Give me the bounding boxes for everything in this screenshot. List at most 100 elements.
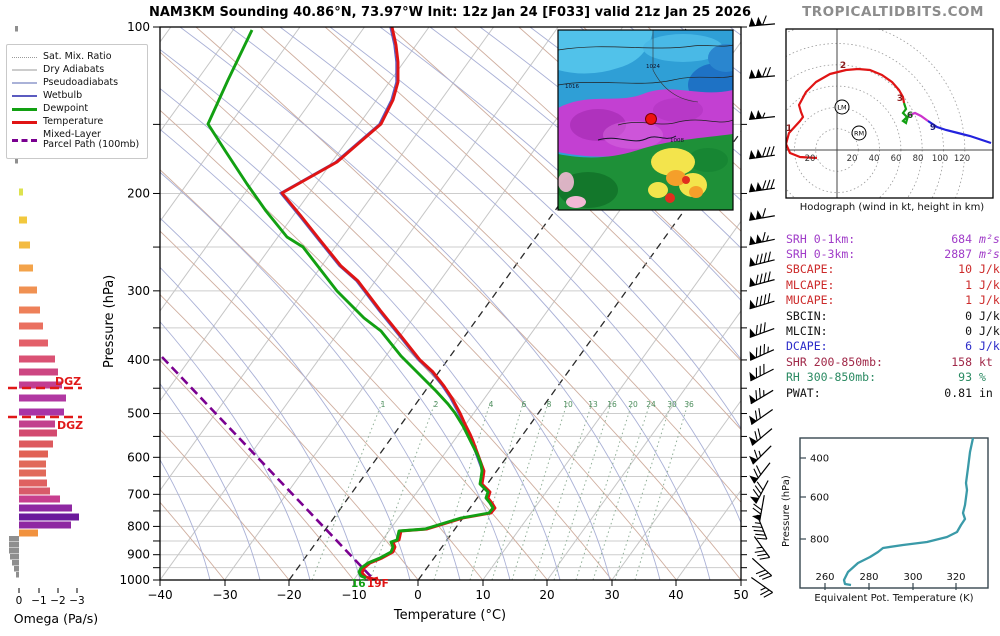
index-unit: %	[979, 370, 986, 385]
wind-barb-half	[762, 112, 766, 119]
brand-logo: TROPICALTIDBITS.COM	[802, 4, 984, 20]
index-unit: J/kg	[979, 324, 1000, 339]
wind-barb-half	[754, 522, 761, 525]
isotherm-line	[160, 27, 495, 492]
wind-barb-full	[755, 569, 766, 575]
wind-barb	[749, 146, 775, 160]
map-blue-patch	[708, 44, 733, 72]
pressure-tick-label: 1000	[119, 573, 150, 587]
pseudoadiabat-line	[429, 27, 741, 302]
storm-motion-marker-circle	[851, 125, 867, 141]
legend-swatch-dotted	[12, 56, 37, 58]
index-row: SHR 200-850mb: 158 kt	[786, 354, 998, 369]
index-unit: in	[979, 385, 993, 400]
pseudoadiabat-line	[329, 27, 741, 430]
omega-panel: 0 −1 −2 −3	[8, 26, 85, 607]
wind-barb	[749, 271, 775, 287]
wind-barb-full	[762, 67, 767, 78]
omega-tick-label: 0	[16, 595, 23, 607]
dry-adiabat-line	[389, 27, 741, 362]
wind-barb-full	[756, 537, 767, 540]
wind-barb-pennant	[749, 394, 757, 404]
sounding-curves	[161, 27, 497, 580]
wind-barb-full	[755, 367, 758, 378]
wind-barb-staff	[750, 389, 774, 405]
map-orange-blob	[689, 186, 703, 198]
wind-barb	[749, 208, 775, 221]
hodograph-trace-6-9km	[907, 111, 929, 122]
omega-bar	[19, 306, 40, 314]
wind-barb-full	[759, 345, 762, 356]
wind-barb	[749, 428, 773, 446]
index-label: SHR 200-850mb:	[786, 354, 883, 369]
omega-positive-bar	[15, 158, 18, 164]
hodograph-tick-label: 20	[805, 154, 816, 164]
legend-item-label: Dry Adiabats	[43, 63, 105, 75]
wind-barb-half	[760, 587, 767, 591]
map-coastline	[597, 135, 677, 142]
hodograph-tick-label: 60	[891, 154, 902, 164]
omega-bar	[19, 479, 47, 487]
map-pink-patch	[566, 196, 586, 208]
pseudoadiabat-line	[160, 171, 461, 580]
map-lightmagenta-patch	[603, 121, 663, 149]
index-label: SRH 0-3km:	[786, 247, 856, 262]
dry-adiabat-line	[324, 27, 741, 431]
omega-bar	[19, 286, 37, 294]
wind-barb-half	[758, 450, 762, 457]
index-value: 2887	[944, 247, 972, 262]
wind-barb-full	[759, 556, 770, 560]
wind-barb	[753, 536, 771, 560]
wind-barb-full	[753, 468, 759, 479]
wind-barb-staff	[755, 480, 769, 504]
skewt-legend: Sat. Mix. Ratio Dry Adiabats Pseudoadiabat…	[6, 44, 148, 160]
map-location-dot	[645, 113, 657, 125]
wind-barb-full	[754, 431, 758, 442]
omega-bar	[19, 460, 46, 468]
temperature-tick-label: 30	[604, 588, 619, 602]
pseudoadiabat-line	[160, 128, 511, 580]
wind-barb-pennant	[749, 496, 759, 504]
wind-barb	[749, 322, 775, 339]
surface-dewpoint-label: 16	[351, 578, 366, 590]
wind-barb-staff	[749, 327, 775, 339]
mixing-ratio-label: 10	[563, 400, 573, 409]
map-red-blob	[682, 176, 690, 184]
dewpoint-curve	[206, 29, 495, 580]
temperature-tick-label: −10	[341, 588, 366, 602]
legend-swatch-solid	[12, 120, 37, 124]
pressure-tick-label: 500	[127, 407, 150, 421]
mixing-ratio-label: 16	[607, 400, 617, 409]
dry-adiabat-line	[160, 169, 548, 580]
wind-barb-full	[766, 67, 771, 77]
wind-barb-staff	[751, 557, 773, 577]
legend-item-label: Mixed-Layer Parcel Path (100mb)	[43, 128, 140, 151]
index-value: 6	[965, 339, 972, 354]
legend-item-label: Wetbulb	[43, 89, 83, 101]
map-darkgreen-patch	[688, 148, 728, 172]
wind-barb-full	[766, 179, 771, 190]
omega-bar	[19, 450, 48, 458]
map-contour-label: 1016	[565, 84, 579, 90]
wind-barb-full	[752, 507, 762, 515]
wind-barb-full	[758, 408, 761, 419]
omega-positive-bar	[12, 560, 19, 566]
surface-temperature-label: 19F	[367, 578, 389, 590]
index-label: MUCAPE:	[786, 293, 835, 308]
omega-tick-label: −2	[50, 595, 65, 607]
isotherm-line	[160, 27, 430, 402]
wind-barb-full	[753, 449, 759, 460]
index-row: MLCIN: 0 J/kg	[786, 323, 1000, 339]
pseudoadiabat-line	[160, 88, 561, 580]
index-unit: J/kg	[979, 308, 1000, 323]
wind-barb-full	[752, 526, 763, 528]
wind-barb-full	[755, 347, 758, 358]
pressure-tick-label: 900	[127, 548, 150, 562]
wind-barb-pennant	[749, 475, 758, 484]
omega-positive-bar	[16, 572, 19, 578]
mixing-ratio-label: 6	[522, 400, 527, 409]
wind-barb-pennant	[749, 328, 756, 338]
wind-barb-full	[753, 503, 762, 511]
wind-barb-pennant	[755, 109, 763, 119]
omega-bar	[19, 440, 53, 448]
